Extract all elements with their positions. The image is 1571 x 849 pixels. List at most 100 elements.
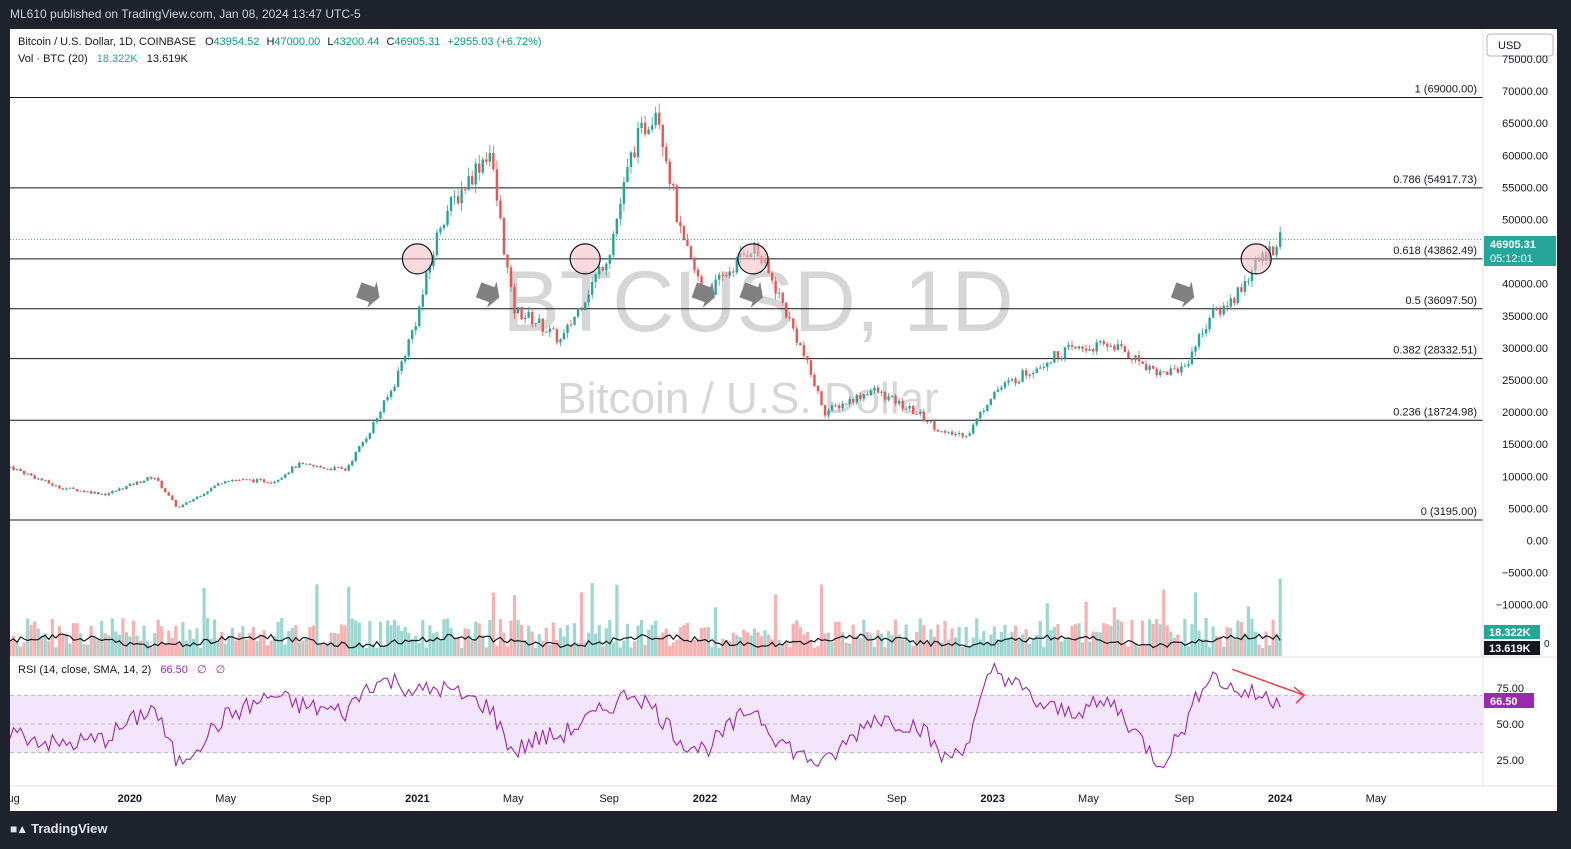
candle-body	[915, 413, 918, 415]
candle-body	[411, 330, 414, 340]
candle-body	[26, 473, 29, 475]
volume-bar	[484, 647, 488, 656]
volume-bar	[869, 634, 873, 656]
candle-body	[894, 395, 897, 404]
volume-bar	[604, 628, 608, 656]
candle-body	[284, 474, 287, 478]
volume-bar	[258, 635, 263, 656]
volume-bars	[8, 578, 1282, 656]
candle-body	[471, 176, 474, 185]
currency-button[interactable]	[1486, 33, 1554, 57]
volume-bar	[594, 633, 598, 656]
candle-body	[1169, 368, 1172, 375]
volume-bar	[477, 623, 481, 656]
volume-bar	[1006, 638, 1011, 656]
rsi-tick-label: 75.00	[1496, 683, 1524, 695]
price-tick-label: 65000.00	[1502, 118, 1548, 130]
candle-body	[1102, 341, 1105, 344]
candle-body	[1074, 346, 1077, 349]
candle-body	[65, 488, 68, 490]
volume-bar	[1109, 625, 1113, 656]
candle-body	[368, 433, 372, 439]
volume-bar	[968, 646, 972, 656]
candle-body	[37, 478, 40, 480]
chart-frame: BTCUSD, 1D Bitcoin / U.S. Dollar 1 (6900…	[0, 29, 1557, 811]
volume-bar	[1137, 646, 1141, 656]
candle-body	[1046, 362, 1049, 367]
candle-body	[164, 488, 167, 493]
tradingview-logo[interactable]: ■▲ TradingView	[10, 821, 107, 836]
candle-body	[848, 399, 851, 405]
candle-body	[820, 391, 823, 406]
volume-bar	[361, 645, 365, 656]
candle-body	[224, 481, 227, 484]
price-axis[interactable]	[1483, 29, 1557, 786]
candle-body	[82, 490, 86, 492]
volume-bar	[1215, 636, 1219, 656]
volume-bar	[82, 643, 86, 656]
volume-bar	[777, 639, 781, 656]
candle-body	[1021, 370, 1024, 382]
volume-bar	[982, 630, 986, 656]
candle-body	[1000, 387, 1003, 390]
volume-bar	[1123, 643, 1127, 656]
candle-body	[989, 398, 993, 405]
volume-bar	[579, 592, 584, 656]
candle-body	[54, 485, 58, 487]
volume-bar	[1042, 646, 1046, 656]
volume-bar	[1077, 623, 1081, 656]
volume-bar	[460, 647, 464, 656]
volume-bar	[548, 644, 552, 656]
candle-body	[732, 271, 735, 273]
candle-body	[333, 467, 336, 471]
volume-bar	[181, 622, 185, 656]
volume-bar	[534, 647, 538, 656]
candle-body	[432, 255, 435, 267]
candle-body	[1271, 246, 1275, 256]
volume-bar	[378, 621, 383, 656]
candle-body	[717, 274, 721, 280]
candle-body	[876, 387, 880, 393]
volume-bar	[297, 642, 301, 656]
time-axis[interactable]: Aug 2020 May Sep 2021 May Sep 2022 May Sep 2023 May…	[0, 793, 1387, 805]
time-tick-label: Aug	[10, 793, 20, 805]
volume-bar	[544, 627, 548, 656]
volume-bar	[1243, 634, 1247, 656]
volume-bar	[985, 642, 989, 656]
volume-bar	[625, 623, 630, 656]
volume-bar	[1080, 642, 1085, 656]
candle-body	[880, 391, 883, 393]
volume-bar	[636, 625, 640, 656]
candle-body	[178, 506, 181, 508]
candle-body	[51, 483, 54, 486]
volume-bar	[1102, 623, 1106, 656]
time-tick-label: Sep	[1175, 793, 1195, 805]
volume-bar	[375, 647, 379, 656]
chart-canvas[interactable]: BTCUSD, 1D Bitcoin / U.S. Dollar 1 (6900…	[0, 29, 1557, 811]
volume-bar	[1021, 634, 1025, 656]
volume-bar	[664, 628, 668, 656]
time-tick-label: 2022	[693, 793, 717, 805]
volume-bar	[724, 639, 728, 656]
candle-body	[185, 502, 188, 505]
candle-body	[234, 479, 238, 481]
candle-body	[693, 258, 696, 270]
volume-bar	[33, 621, 37, 656]
volume-bar	[858, 637, 862, 656]
candle-body	[213, 485, 216, 489]
candle-body	[587, 294, 590, 303]
candle-body	[1247, 281, 1250, 283]
volume-bar	[463, 628, 467, 656]
candle-body	[442, 224, 446, 229]
volume-ma-badge	[1484, 641, 1540, 655]
volume-bar	[572, 623, 577, 656]
candle-body	[795, 328, 799, 343]
volume-bar	[992, 626, 996, 656]
highlight-circle	[401, 243, 434, 275]
volume-bar	[558, 628, 563, 656]
candle-body	[315, 466, 319, 468]
candle-body	[908, 405, 911, 409]
legend-volume: Vol · BTC (20) 18.322K 13.619K	[18, 53, 188, 65]
volume-bar	[403, 626, 407, 656]
candle-body	[834, 405, 837, 407]
